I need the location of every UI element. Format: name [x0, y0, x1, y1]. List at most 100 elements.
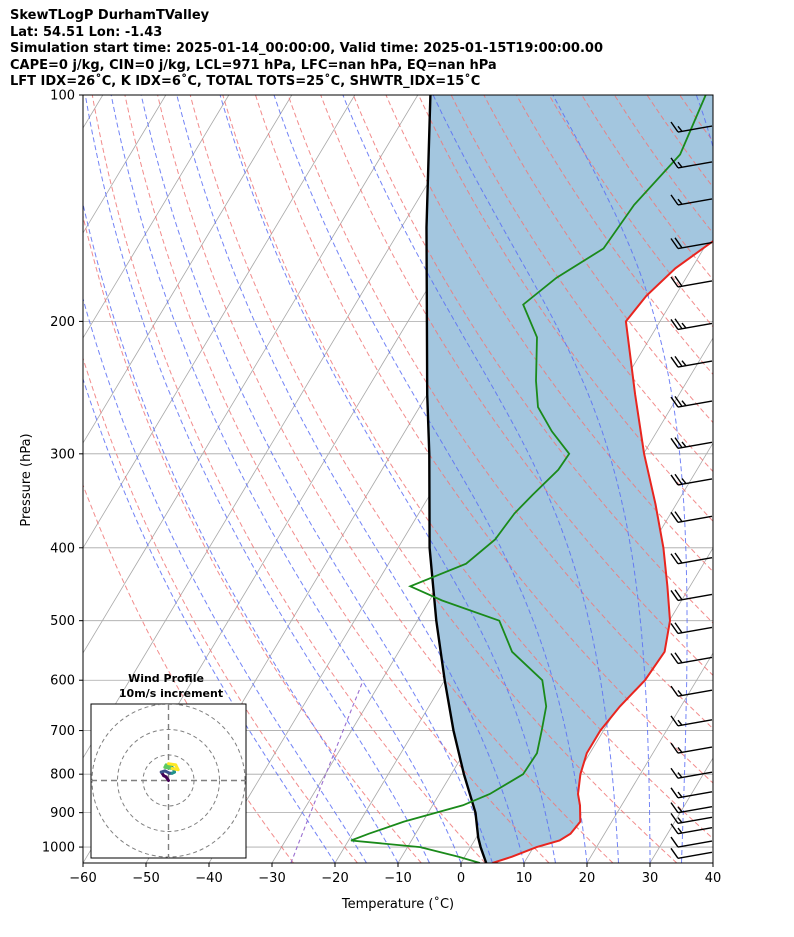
dry-adiabat [711, 95, 713, 97]
chart-title: SkewTLogP DurhamTValley [10, 8, 210, 23]
isotherm-line [83, 95, 419, 654]
barb-flag [674, 473, 683, 485]
barb-half-flag [677, 827, 683, 834]
y-tick-label: 200 [50, 315, 75, 330]
dry-adiabat [83, 214, 422, 863]
dry-adiabat [157, 95, 614, 863]
wind-barb [670, 767, 713, 779]
wind-barb [670, 157, 713, 169]
x-tick-label: −20 [321, 871, 348, 886]
wind-barb [670, 395, 713, 408]
barb-flag [674, 395, 683, 407]
barb-flag [670, 812, 679, 824]
cape-cin-shading [426, 95, 713, 863]
barb-shaft [677, 161, 713, 169]
barb-shaft [677, 840, 713, 848]
x-axis-ticks: −60 −50 −40 −30 −20 −10 0 10 20 30 40 [69, 863, 721, 886]
isotherm-line [83, 95, 356, 549]
barb-flag [674, 437, 683, 449]
moist-adiabat [110, 95, 462, 863]
barb-shaft [677, 851, 713, 859]
inset-title: Wind Profile [128, 672, 204, 685]
barb-flag [670, 276, 679, 288]
dry-adiabat [385, 95, 713, 573]
moist-adiabat [140, 95, 493, 863]
barb-shaft [677, 791, 713, 799]
barb-flag [674, 318, 683, 330]
y-tick-label: 500 [50, 614, 75, 629]
dry-adiabat [189, 95, 678, 863]
y-tick-label: 400 [50, 541, 75, 556]
y-axis-ticks: 100 200 300 400 500 600 700 800 900 1000 [42, 89, 83, 856]
parcel-profile-line [425, 95, 488, 863]
dry-adiabat [124, 95, 550, 863]
barb-shaft [677, 557, 713, 565]
wind-barb [670, 318, 713, 331]
barb-flag [674, 511, 683, 523]
shaded-area [426, 95, 713, 863]
barb-flag [670, 623, 679, 634]
dry-adiabat [581, 95, 713, 281]
barb-flag [674, 355, 683, 367]
isotherm-line [83, 95, 104, 129]
barb-half-flag [677, 817, 683, 824]
barb-shaft [677, 360, 713, 368]
barb-flag [670, 511, 679, 523]
indices-line-1: CAPE=0 j/kg, CIN=0 j/kg, LCL=971 hPa, LF… [10, 57, 497, 73]
barb-shaft [677, 805, 713, 814]
barb-flag [670, 847, 679, 859]
barb-flag [670, 653, 679, 664]
wind-barb [670, 121, 713, 133]
dry-adiabat [83, 356, 358, 863]
barb-shaft [677, 827, 713, 835]
barb-shaft [677, 125, 713, 133]
barb-half-flag [681, 478, 687, 484]
wind-barb [670, 715, 713, 727]
dry-adiabat [222, 95, 713, 840]
temperature-line [492, 239, 713, 863]
y-tick-label: 900 [50, 806, 75, 821]
time-line: Simulation start time: 2025-01-14_00:00:… [10, 41, 603, 56]
wind-profile-inset: Wind Profile 10m/s increment [90, 672, 247, 859]
dry-adiabat [320, 95, 713, 676]
moist-adiabat [84, 95, 430, 863]
moist-adiabat [83, 201, 399, 863]
wind-barb [670, 742, 713, 754]
isotherm-line [586, 652, 713, 863]
wind-barb [670, 589, 713, 602]
moist-adiabat [176, 95, 525, 863]
barb-half-flag [677, 719, 683, 726]
isotherm-line [83, 95, 230, 339]
barb-shaft [677, 656, 713, 665]
barb-flag [670, 553, 679, 565]
y-tick-label: 100 [50, 89, 75, 104]
dewpoint-line [350, 95, 707, 863]
x-tick-label: −10 [384, 871, 411, 886]
barb-flag [670, 238, 679, 249]
isotherm-line [83, 95, 482, 759]
y-tick-label: 700 [50, 724, 75, 739]
barb-flag [670, 437, 679, 449]
dry-adiabat [255, 95, 713, 784]
barb-shaft [677, 746, 713, 754]
barb-flag [670, 590, 679, 601]
barb-flag [670, 474, 679, 486]
hodograph-segment [167, 762, 178, 767]
x-tick-label: −60 [69, 871, 96, 886]
barb-flag [670, 121, 679, 133]
barb-shaft [677, 593, 713, 602]
x-tick-label: −50 [132, 871, 159, 886]
dry-adiabat [516, 95, 713, 376]
x-tick-label: −40 [195, 871, 222, 886]
barb-flag [670, 836, 679, 848]
barb-flag [670, 319, 679, 330]
barb-flag [670, 194, 679, 206]
wind-barb [670, 552, 713, 565]
barb-half-flag [677, 806, 683, 813]
barb-half-flag [677, 198, 683, 205]
moist-adiabat [342, 95, 619, 863]
barb-half-flag [677, 791, 683, 798]
wind-barb [670, 622, 713, 635]
wind-barb [670, 685, 713, 697]
wind-barb [670, 355, 713, 368]
